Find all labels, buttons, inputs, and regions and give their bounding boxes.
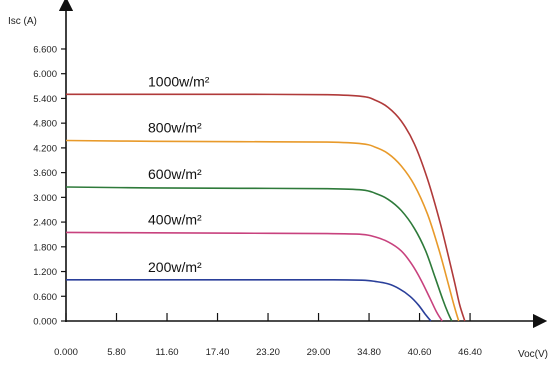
y-tick-label: 1.200 <box>33 267 57 278</box>
axes: Isc (A) Voc(V) <box>8 0 548 360</box>
series-line <box>65 186 453 322</box>
series-label: 1000w/m² <box>148 73 210 89</box>
x-tick-label: 23.20 <box>256 347 280 358</box>
y-tick-label: 3.600 <box>33 168 57 179</box>
y-tick-label: 2.400 <box>33 218 57 229</box>
series-line <box>66 93 466 322</box>
x-tick-label: 34.80 <box>357 347 381 358</box>
series-label: 600w/m² <box>148 166 202 182</box>
x-tick-label: 0.000 <box>54 347 78 358</box>
x-tick-label: 11.60 <box>155 347 178 358</box>
x-tick-label: 40.60 <box>408 347 432 358</box>
x-tick-label: 46.40 <box>458 347 482 358</box>
y-tick-label: 0.600 <box>33 292 57 303</box>
y-tick-label: 4.800 <box>33 119 57 130</box>
series-line <box>65 231 443 322</box>
series-line <box>66 278 432 322</box>
series-labels: 1000w/m² 800w/m² 600w/m² 400w/m² 200w/m² <box>148 73 210 274</box>
series-line <box>65 139 460 322</box>
x-tick-label: 5.80 <box>107 347 126 358</box>
x-axis-title: Voc(V) <box>518 349 548 360</box>
series-label: 800w/m² <box>148 119 202 135</box>
series-lines <box>65 93 466 322</box>
series-label: 400w/m² <box>148 211 202 227</box>
y-tick-label: 3.000 <box>33 193 57 204</box>
y-axis-title: Isc (A) <box>8 16 37 27</box>
y-tick-label: 0.000 <box>33 317 57 328</box>
x-tick-label: 17.40 <box>206 347 230 358</box>
x-tick-label: 29.00 <box>307 347 331 358</box>
y-tick-label: 5.400 <box>33 94 57 105</box>
y-tick-label: 6.600 <box>33 44 57 55</box>
ticks: 0.000 0.600 1.200 1.800 2.400 3.000 3.600 4.200… <box>33 44 482 358</box>
y-tick-label: 4.200 <box>33 143 57 154</box>
y-tick-label: 1.800 <box>33 242 57 253</box>
y-tick-label: 6.000 <box>33 69 57 80</box>
series-label: 200w/m² <box>148 259 202 275</box>
